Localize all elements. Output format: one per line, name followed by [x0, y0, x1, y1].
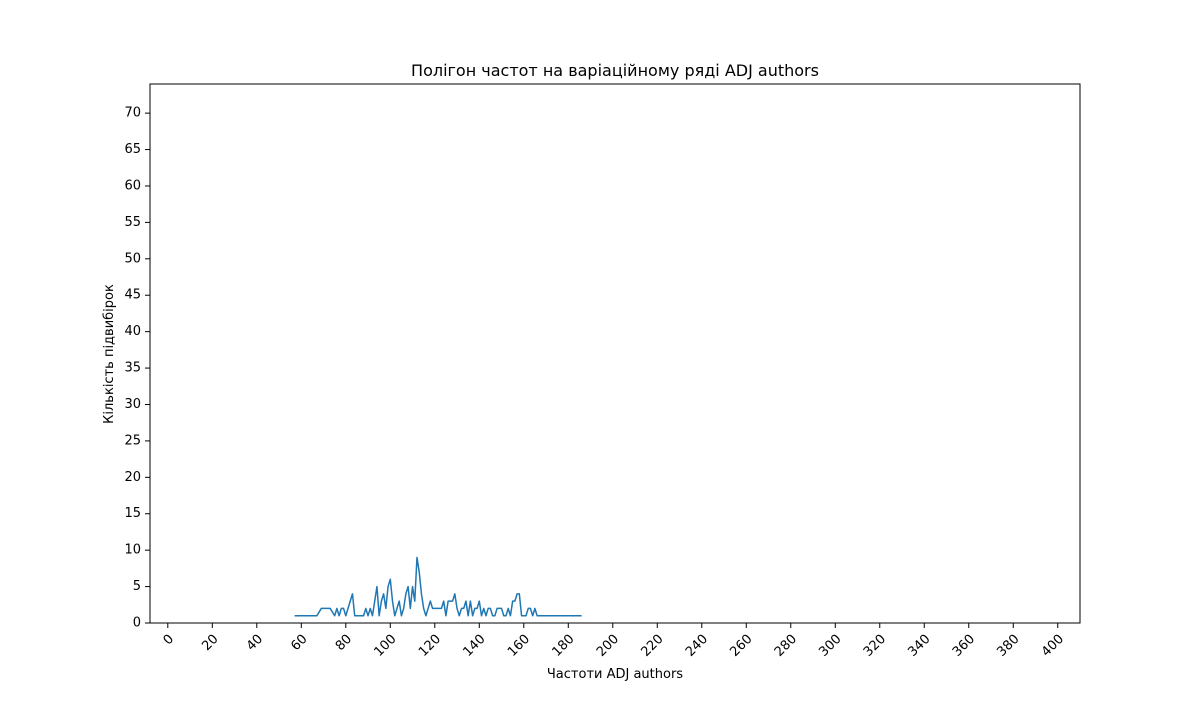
x-tick-label: 20 — [199, 632, 221, 654]
x-tick-label: 160 — [505, 632, 533, 660]
x-tick-label: 180 — [549, 632, 577, 660]
y-tick-label: 5 — [133, 579, 141, 594]
x-tick-label: 40 — [244, 632, 266, 654]
plot-frame — [149, 83, 1081, 624]
y-tick-label: 55 — [124, 215, 141, 230]
y-axis-label: Кількість підвибірок — [102, 284, 117, 424]
x-tick-label: 120 — [416, 632, 444, 660]
x-tick-label: 360 — [950, 632, 978, 660]
chart-title: Полігон частот на варіаційному ряді ADJ … — [411, 61, 819, 80]
x-tick-label: 300 — [816, 632, 844, 660]
y-tick-label: 20 — [124, 470, 141, 485]
y-axis: 0 5 10 15 20 25 30 35 40 45 50 55 60 65 70 — [124, 106, 150, 631]
y-tick-label: 10 — [124, 543, 141, 558]
plot-area — [294, 556, 582, 617]
x-axis: 0 20 40 60 80 100 120 140 160 180 200 220 240 260 280 3… — [161, 623, 1067, 660]
x-tick-label: 240 — [683, 632, 711, 660]
y-tick-label: 40 — [124, 324, 141, 339]
y-tick-label: 15 — [124, 506, 141, 521]
y-tick-label: 30 — [124, 397, 141, 412]
x-tick-label: 100 — [371, 632, 399, 660]
x-axis-label: Частоти ADJ authors — [547, 667, 683, 682]
x-tick-label: 0 — [161, 632, 177, 648]
x-tick-label: 200 — [594, 632, 622, 660]
x-tick-label: 60 — [288, 632, 310, 654]
x-tick-label: 400 — [1039, 632, 1067, 660]
x-tick-label: 340 — [905, 632, 933, 660]
x-tick-label: 260 — [727, 632, 755, 660]
y-tick-label: 0 — [133, 616, 141, 631]
y-tick-label: 60 — [124, 178, 141, 193]
x-tick-label: 280 — [772, 632, 800, 660]
y-tick-label: 70 — [124, 106, 141, 121]
series-line-0 — [294, 556, 582, 617]
y-tick-label: 45 — [124, 288, 141, 303]
y-tick-label: 25 — [124, 433, 141, 448]
x-tick-label: 320 — [861, 632, 889, 660]
x-tick-label: 80 — [333, 632, 355, 654]
x-tick-label: 140 — [460, 632, 488, 660]
y-tick-label: 65 — [124, 142, 141, 157]
x-tick-label: 380 — [994, 632, 1022, 660]
x-tick-label: 220 — [638, 632, 666, 660]
y-tick-label: 50 — [124, 251, 141, 266]
y-tick-label: 35 — [124, 361, 141, 376]
